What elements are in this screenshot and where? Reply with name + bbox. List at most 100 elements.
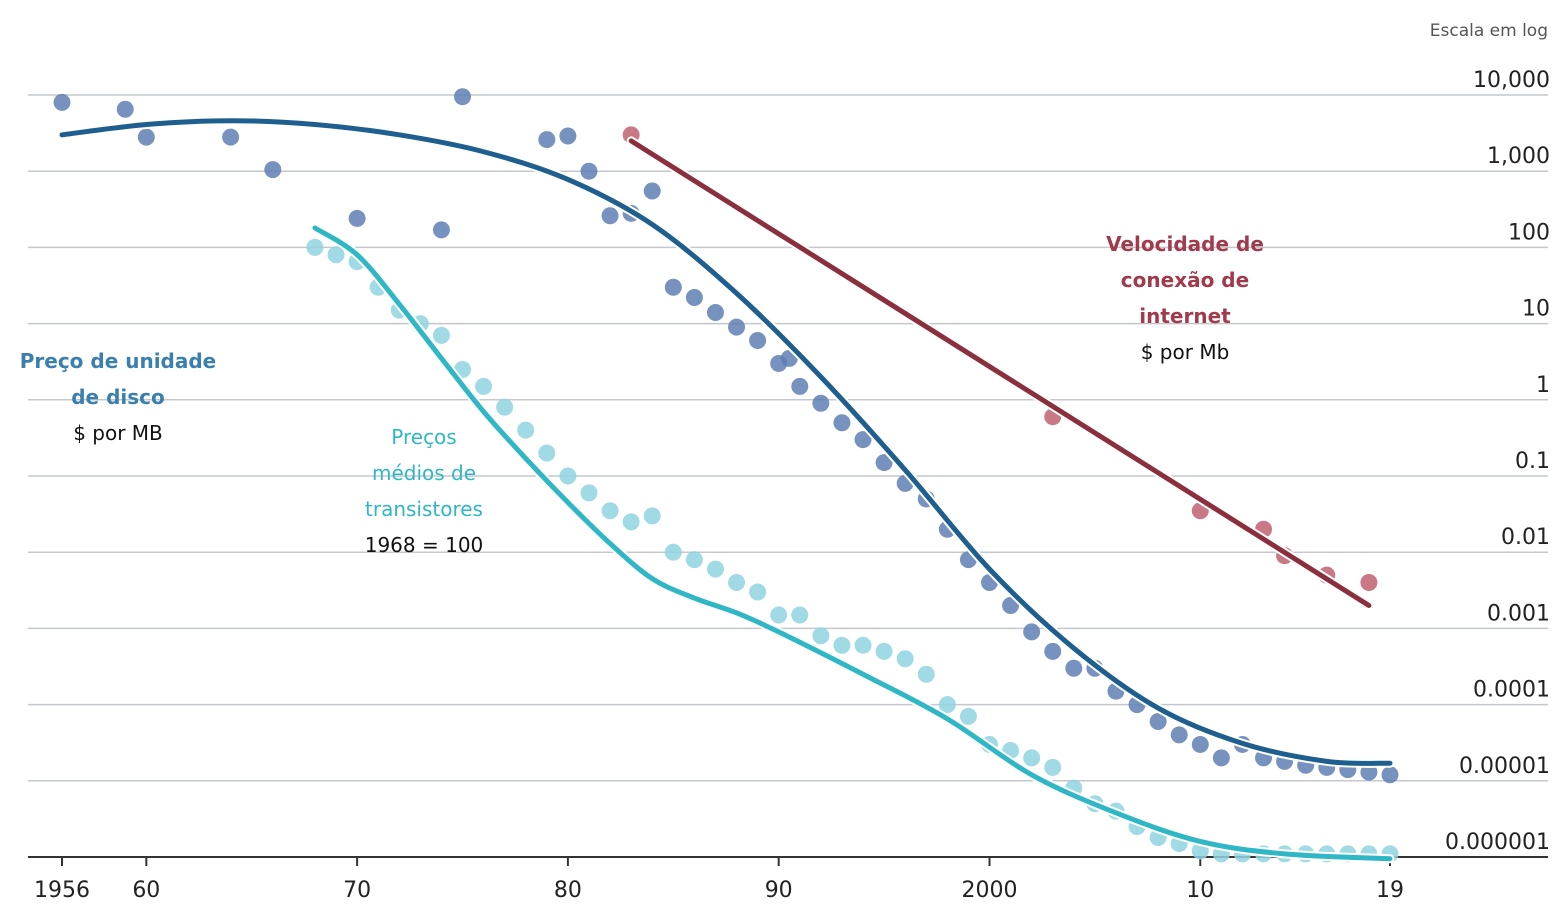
fit-line-halo-series-1 — [57, 116, 1395, 768]
series-label-subtitle: 1968 = 100 — [365, 533, 484, 557]
series-label-name: de disco — [71, 385, 165, 409]
data-point-series-2 — [580, 484, 598, 502]
data-point-series-1 — [454, 88, 472, 106]
data-point-series-1 — [53, 93, 71, 111]
data-point-series-1 — [222, 128, 240, 146]
series-label-name: Velocidade de — [1106, 232, 1264, 256]
data-point-series-2 — [517, 421, 535, 439]
y-axis: 10,000 1,000 100 10 1 0.1 0.01 0.001 0.0001 0.000… — [1445, 68, 1550, 855]
x-tick-label: 2000 — [961, 878, 1017, 903]
data-point-series-1 — [264, 161, 282, 179]
fit-lines — [57, 116, 1395, 864]
scale-note: Escala em log — [1430, 21, 1548, 41]
y-tick-label: 0.00001 — [1459, 754, 1550, 779]
data-point-series-2 — [601, 502, 619, 520]
series-labels: Preço de unidade de disco $ por MB Preços mé… — [20, 232, 1264, 557]
data-point-series-2 — [875, 642, 893, 660]
data-point-series-1 — [833, 414, 851, 432]
data-point-series-1 — [1191, 735, 1209, 753]
series-label-subtitle: $ por MB — [73, 421, 163, 445]
y-tick-label: 0.001 — [1487, 601, 1550, 626]
data-point-series-1 — [728, 318, 746, 336]
series-label-name: conexão de — [1121, 268, 1249, 292]
data-point-series-1 — [432, 221, 450, 239]
data-point-series-1 — [116, 100, 134, 118]
data-point-series-2 — [959, 707, 977, 725]
x-tick-label: 19 — [1376, 878, 1404, 903]
data-point-series-1 — [664, 278, 682, 296]
x-tick-label: 90 — [765, 878, 793, 903]
data-point-series-2 — [559, 467, 577, 485]
series-label-subtitle: $ por Mb — [1141, 340, 1230, 364]
data-point-series-1 — [1212, 749, 1230, 767]
data-point-series-2 — [917, 665, 935, 683]
fit-line-series-2 — [312, 225, 1393, 862]
data-point-series-2 — [896, 650, 914, 668]
data-point-series-1 — [1360, 763, 1378, 781]
x-tick-label: 10 — [1186, 878, 1214, 903]
series-label-name: Preços — [391, 425, 456, 449]
y-tick-label: 1,000 — [1487, 144, 1550, 169]
series-label-name: médios de — [372, 461, 476, 485]
data-point-series-2 — [664, 543, 682, 561]
data-point-series-1 — [875, 454, 893, 472]
data-point-series-1 — [137, 128, 155, 146]
x-axis: 1956 60 70 80 90 2000 10 19 — [34, 857, 1404, 903]
x-tick-label: 1956 — [34, 878, 90, 903]
data-point-series-2 — [1023, 749, 1041, 767]
data-point-series-1 — [1381, 766, 1399, 784]
data-point-series-1 — [749, 332, 767, 350]
data-point-series-1 — [706, 303, 724, 321]
series-label-name: Preço de unidade — [20, 349, 217, 373]
data-point-series-2 — [327, 246, 345, 264]
y-tick-label: 0.01 — [1501, 525, 1550, 550]
data-point-series-2 — [496, 398, 514, 416]
data-point-series-1 — [685, 289, 703, 307]
y-tick-label: 0.000001 — [1445, 830, 1550, 855]
data-point-series-2 — [475, 377, 493, 395]
y-tick-label: 0.0001 — [1473, 678, 1550, 703]
y-tick-label: 100 — [1508, 220, 1550, 245]
data-point-series-2 — [306, 238, 324, 256]
y-tick-label: 0.1 — [1515, 449, 1550, 474]
data-point-series-2 — [938, 696, 956, 714]
grid — [28, 94, 1548, 858]
data-point-series-2 — [1044, 758, 1062, 776]
data-point-series-2 — [812, 627, 830, 645]
data-point-series-1 — [538, 131, 556, 149]
data-point-series-1 — [791, 377, 809, 395]
data-point-series-1 — [1023, 623, 1041, 641]
data-point-series-1 — [601, 207, 619, 225]
series-label-name: internet — [1139, 304, 1231, 328]
fit-line-series-3 — [628, 138, 1372, 608]
data-point-series-1 — [1065, 659, 1083, 677]
data-point-series-1 — [580, 162, 598, 180]
x-tick-label: 60 — [132, 878, 160, 903]
series-label-name: transistores — [365, 497, 483, 521]
data-point-series-2 — [538, 444, 556, 462]
data-point-series-2 — [749, 583, 767, 601]
data-point-series-2 — [770, 606, 788, 624]
data-point-series-2 — [643, 507, 661, 525]
data-point-series-1 — [348, 209, 366, 227]
x-tick-label: 80 — [554, 878, 582, 903]
data-point-series-1 — [1170, 726, 1188, 744]
data-point-series-2 — [622, 513, 640, 531]
data-point-series-1 — [643, 182, 661, 200]
fit-line-series-1 — [59, 118, 1393, 766]
data-point-series-1 — [854, 431, 872, 449]
data-point-series-2 — [791, 606, 809, 624]
y-tick-label: 10 — [1522, 297, 1550, 322]
data-point-series-1 — [812, 394, 830, 412]
y-tick-label: 10,000 — [1473, 68, 1550, 93]
data-point-series-2 — [728, 574, 746, 592]
data-point-series-1 — [1044, 642, 1062, 660]
data-point-series-2 — [706, 560, 724, 578]
data-point-series-2 — [854, 636, 872, 654]
data-point-series-2 — [685, 551, 703, 569]
x-tick-label: 70 — [343, 878, 371, 903]
data-point-series-2 — [833, 636, 851, 654]
y-tick-label: 1 — [1536, 373, 1550, 398]
data-point-series-1 — [559, 127, 577, 145]
